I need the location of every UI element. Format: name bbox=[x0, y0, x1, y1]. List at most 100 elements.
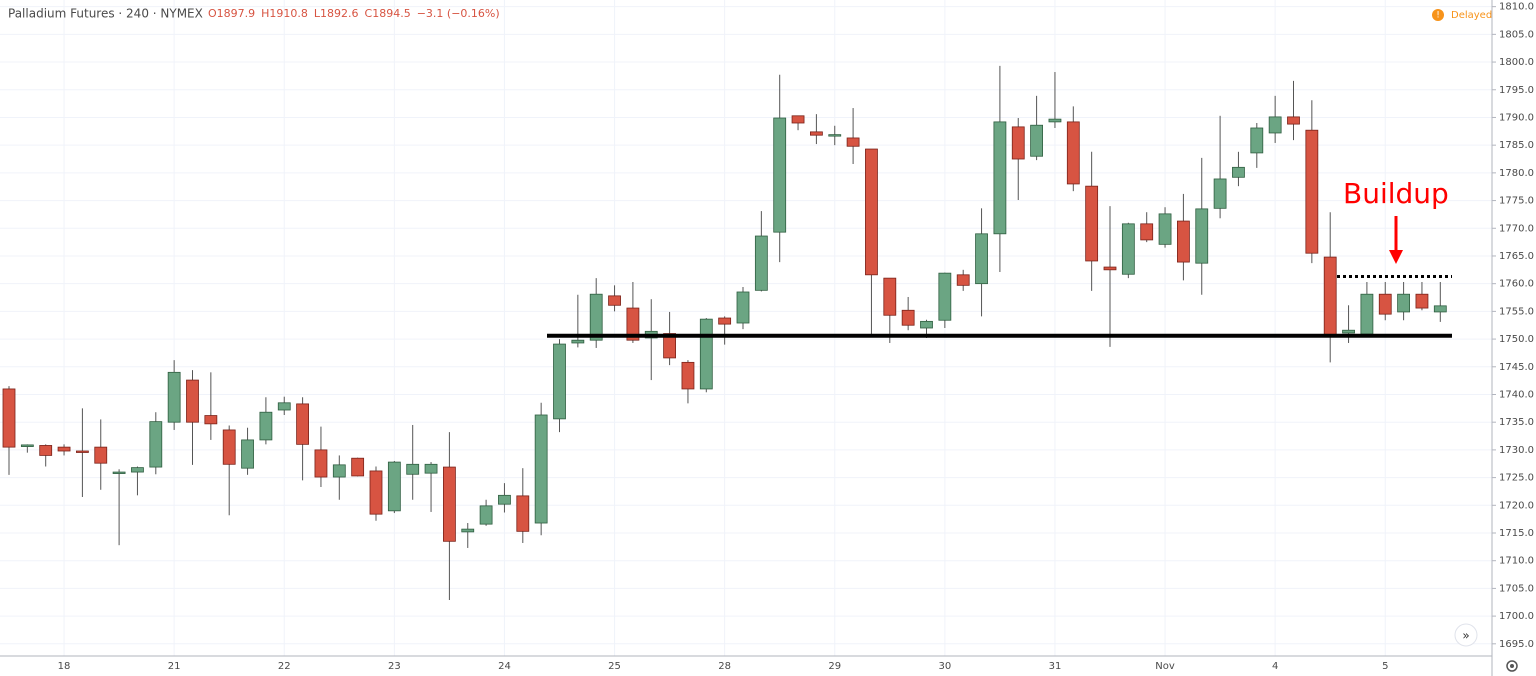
x-tick-label: 4 bbox=[1272, 661, 1278, 672]
x-tick-label: Nov bbox=[1155, 661, 1175, 672]
candle-body bbox=[461, 528, 475, 533]
y-tick-label: 1725.0 bbox=[1499, 473, 1534, 484]
y-tick-label: 1755.0 bbox=[1499, 306, 1534, 317]
y-tick-label: 1705.0 bbox=[1499, 583, 1534, 594]
header-value: −3.1 (−0.16%) bbox=[417, 7, 500, 20]
candle-body bbox=[553, 343, 566, 420]
x-tick-label: 31 bbox=[1049, 661, 1062, 672]
candle-body bbox=[222, 429, 236, 465]
x-tick-label: 22 bbox=[278, 661, 291, 672]
candle-body bbox=[479, 505, 493, 525]
candle-body bbox=[1158, 213, 1172, 245]
y-tick-label: 1745.0 bbox=[1499, 362, 1534, 373]
candle-body bbox=[1323, 256, 1337, 338]
candle-body bbox=[663, 333, 676, 359]
candle-body bbox=[296, 403, 310, 445]
header-value: H1910.8 bbox=[261, 7, 308, 20]
candle-body bbox=[828, 134, 842, 137]
y-tick-label: 1810.0 bbox=[1499, 2, 1534, 13]
candle-body bbox=[589, 293, 603, 341]
candle-body bbox=[1342, 329, 1355, 334]
y-tick-label: 1735.0 bbox=[1499, 417, 1534, 428]
candle-body bbox=[332, 464, 346, 478]
candle-body bbox=[865, 148, 878, 276]
candle-body bbox=[1066, 121, 1080, 185]
candle-body bbox=[406, 463, 420, 475]
candle-body bbox=[1360, 293, 1374, 335]
candle-body bbox=[277, 402, 291, 411]
header-value: O1897.9 bbox=[208, 7, 255, 20]
y-tick-label: 1750.0 bbox=[1499, 334, 1534, 345]
y-tick-label: 1790.0 bbox=[1499, 112, 1534, 123]
y-tick-label: 1765.0 bbox=[1499, 251, 1534, 262]
candle-body bbox=[571, 339, 585, 344]
candle-body bbox=[442, 466, 456, 542]
x-tick-label: 29 bbox=[828, 661, 841, 672]
annotation-arrowhead bbox=[1389, 250, 1403, 264]
candle-body bbox=[259, 411, 273, 441]
candle-body bbox=[131, 467, 144, 473]
candle-body bbox=[1213, 178, 1227, 209]
y-tick-label: 1700.0 bbox=[1499, 611, 1534, 622]
candle-body bbox=[1433, 305, 1447, 313]
candle-body bbox=[94, 446, 108, 464]
candle-body bbox=[1378, 293, 1392, 315]
annotation: Buildup bbox=[1343, 177, 1449, 210]
y-tick-label: 1740.0 bbox=[1499, 389, 1534, 400]
candle-body bbox=[1030, 124, 1043, 157]
grid bbox=[0, 0, 1496, 656]
candle-body bbox=[736, 291, 750, 324]
candle-body bbox=[1103, 266, 1117, 271]
candle-body bbox=[883, 277, 897, 316]
y-tick-label: 1715.0 bbox=[1499, 528, 1534, 539]
candle-body bbox=[2, 388, 16, 448]
scroll-button[interactable]: » bbox=[1454, 623, 1478, 647]
x-tick-label: 30 bbox=[938, 661, 951, 672]
candle-body bbox=[1121, 223, 1135, 275]
candle-body bbox=[39, 445, 53, 456]
candle-body bbox=[681, 361, 695, 390]
y-tick-label: 1760.0 bbox=[1499, 279, 1534, 290]
candle-body bbox=[791, 115, 805, 124]
candle-body bbox=[314, 449, 328, 478]
candle-body bbox=[1397, 293, 1410, 313]
candle-body bbox=[901, 309, 915, 326]
candle-body bbox=[1011, 126, 1025, 160]
candle-body bbox=[754, 235, 768, 291]
candle-body bbox=[938, 272, 952, 321]
candle-body bbox=[149, 421, 163, 468]
chart-title: Palladium Futures · 240 · NYMEX bbox=[8, 7, 203, 21]
x-tick-label: 25 bbox=[608, 661, 621, 672]
candle-body bbox=[76, 450, 89, 453]
candle-body bbox=[241, 439, 254, 469]
candle-body bbox=[516, 495, 530, 532]
candle-body bbox=[498, 494, 511, 505]
candle-body bbox=[186, 379, 199, 423]
candle-body bbox=[626, 307, 640, 341]
y-tick-label: 1770.0 bbox=[1499, 223, 1534, 234]
y-tick-label: 1805.0 bbox=[1499, 29, 1534, 40]
candle-body bbox=[351, 457, 365, 477]
candle-body bbox=[112, 471, 126, 474]
status-icon bbox=[1432, 9, 1444, 21]
candle-body bbox=[204, 415, 218, 425]
candle-body bbox=[1232, 166, 1245, 178]
candle-body bbox=[1140, 223, 1154, 241]
y-tick-label: 1795.0 bbox=[1499, 85, 1534, 96]
candle-body bbox=[718, 317, 732, 325]
candle-body bbox=[1415, 293, 1429, 309]
candle-body bbox=[993, 121, 1007, 235]
candle-body bbox=[1177, 220, 1190, 263]
settings-button[interactable] bbox=[1506, 660, 1518, 672]
candle-body bbox=[387, 461, 401, 512]
x-tick-label: 24 bbox=[498, 661, 511, 672]
candle-body bbox=[1287, 116, 1300, 125]
candle-body bbox=[1048, 118, 1062, 123]
header-value: L1892.6 bbox=[314, 7, 359, 20]
y-tick-label: 1780.0 bbox=[1499, 168, 1534, 179]
candle-body bbox=[846, 137, 860, 147]
candle-body bbox=[975, 233, 988, 285]
x-tick-label: 21 bbox=[168, 661, 181, 672]
x-tick-label: 5 bbox=[1382, 661, 1388, 672]
candle-body bbox=[608, 295, 621, 306]
